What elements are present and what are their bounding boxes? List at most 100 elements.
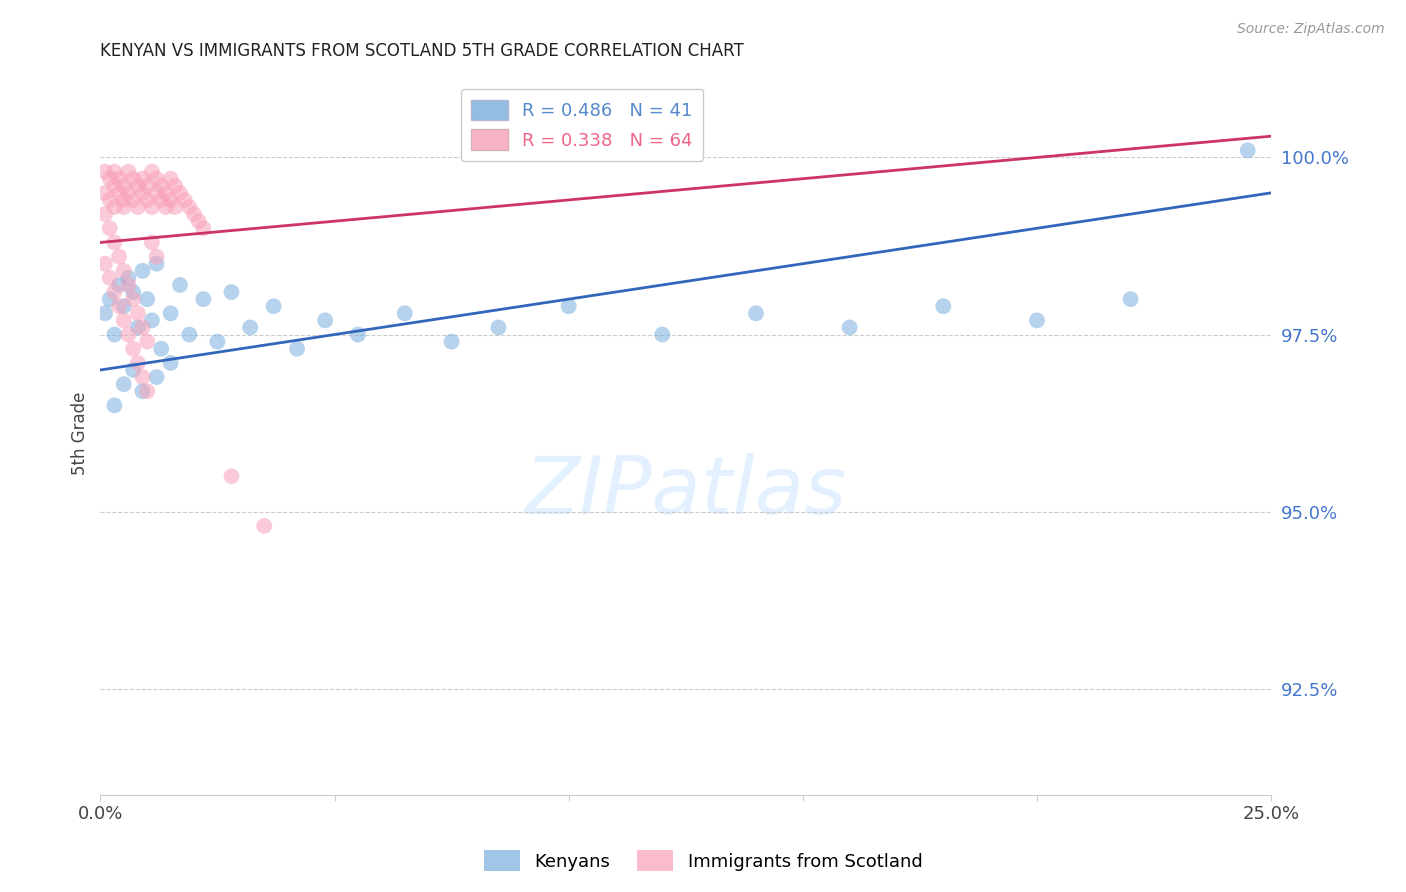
Point xyxy=(98,271,121,285)
Point xyxy=(145,370,167,384)
Point xyxy=(117,186,139,200)
Point xyxy=(193,292,215,306)
Point xyxy=(112,193,135,207)
Point xyxy=(103,178,125,193)
Point xyxy=(112,200,135,214)
Point xyxy=(145,257,167,271)
Point xyxy=(108,171,131,186)
Point xyxy=(263,299,285,313)
Point xyxy=(122,363,145,377)
Point xyxy=(98,292,121,306)
Point xyxy=(103,164,125,178)
Point xyxy=(141,313,163,327)
Point xyxy=(169,277,191,292)
Point xyxy=(136,178,159,193)
Point xyxy=(187,214,209,228)
Point xyxy=(173,193,195,207)
Point xyxy=(221,469,243,483)
Point xyxy=(127,320,149,334)
Point xyxy=(112,377,135,392)
Point xyxy=(94,207,117,221)
Point xyxy=(108,299,131,313)
Point xyxy=(112,178,135,193)
Point xyxy=(131,186,153,200)
Point xyxy=(651,327,673,342)
Y-axis label: 5th Grade: 5th Grade xyxy=(72,392,89,475)
Point xyxy=(145,186,167,200)
Point xyxy=(165,178,187,193)
Point xyxy=(440,334,463,349)
Point xyxy=(103,235,125,250)
Point xyxy=(314,313,336,327)
Point xyxy=(179,327,201,342)
Point xyxy=(127,178,149,193)
Point xyxy=(1119,292,1142,306)
Point xyxy=(486,320,509,334)
Point xyxy=(745,306,768,320)
Point xyxy=(183,207,205,221)
Point xyxy=(112,264,135,278)
Point xyxy=(150,342,173,356)
Point xyxy=(131,264,153,278)
Point xyxy=(94,257,117,271)
Point xyxy=(165,200,187,214)
Point xyxy=(94,306,117,320)
Point xyxy=(1026,313,1049,327)
Point xyxy=(117,277,139,292)
Point xyxy=(127,356,149,370)
Point xyxy=(122,171,145,186)
Point xyxy=(347,327,370,342)
Point xyxy=(193,221,215,235)
Point xyxy=(159,306,181,320)
Point xyxy=(207,334,229,349)
Point xyxy=(221,285,243,299)
Point xyxy=(136,384,159,399)
Point xyxy=(131,370,153,384)
Point xyxy=(838,320,860,334)
Point xyxy=(155,200,177,214)
Point xyxy=(253,519,276,533)
Point xyxy=(127,200,149,214)
Point xyxy=(98,193,121,207)
Point xyxy=(136,292,159,306)
Point xyxy=(285,342,308,356)
Point xyxy=(179,200,201,214)
Point xyxy=(98,171,121,186)
Point xyxy=(131,171,153,186)
Point xyxy=(122,342,145,356)
Point xyxy=(932,299,955,313)
Point xyxy=(141,200,163,214)
Point xyxy=(1236,144,1258,158)
Point xyxy=(112,299,135,313)
Point xyxy=(108,186,131,200)
Point xyxy=(103,398,125,412)
Point xyxy=(122,285,145,299)
Point xyxy=(127,306,149,320)
Point xyxy=(150,193,173,207)
Point xyxy=(150,178,173,193)
Point xyxy=(136,193,159,207)
Point xyxy=(117,271,139,285)
Point xyxy=(159,193,181,207)
Point xyxy=(103,327,125,342)
Point xyxy=(103,200,125,214)
Point xyxy=(98,221,121,235)
Point xyxy=(141,235,163,250)
Point xyxy=(131,384,153,399)
Text: ZIPatlas: ZIPatlas xyxy=(524,452,846,531)
Legend: R = 0.486   N = 41, R = 0.338   N = 64: R = 0.486 N = 41, R = 0.338 N = 64 xyxy=(461,88,703,161)
Point xyxy=(103,285,125,299)
Point xyxy=(94,164,117,178)
Point xyxy=(141,164,163,178)
Point xyxy=(108,250,131,264)
Point xyxy=(108,277,131,292)
Point xyxy=(159,171,181,186)
Point xyxy=(94,186,117,200)
Legend: Kenyans, Immigrants from Scotland: Kenyans, Immigrants from Scotland xyxy=(477,843,929,879)
Point xyxy=(145,171,167,186)
Point xyxy=(117,327,139,342)
Point xyxy=(169,186,191,200)
Text: KENYAN VS IMMIGRANTS FROM SCOTLAND 5TH GRADE CORRELATION CHART: KENYAN VS IMMIGRANTS FROM SCOTLAND 5TH G… xyxy=(100,42,744,60)
Point xyxy=(122,292,145,306)
Point xyxy=(145,250,167,264)
